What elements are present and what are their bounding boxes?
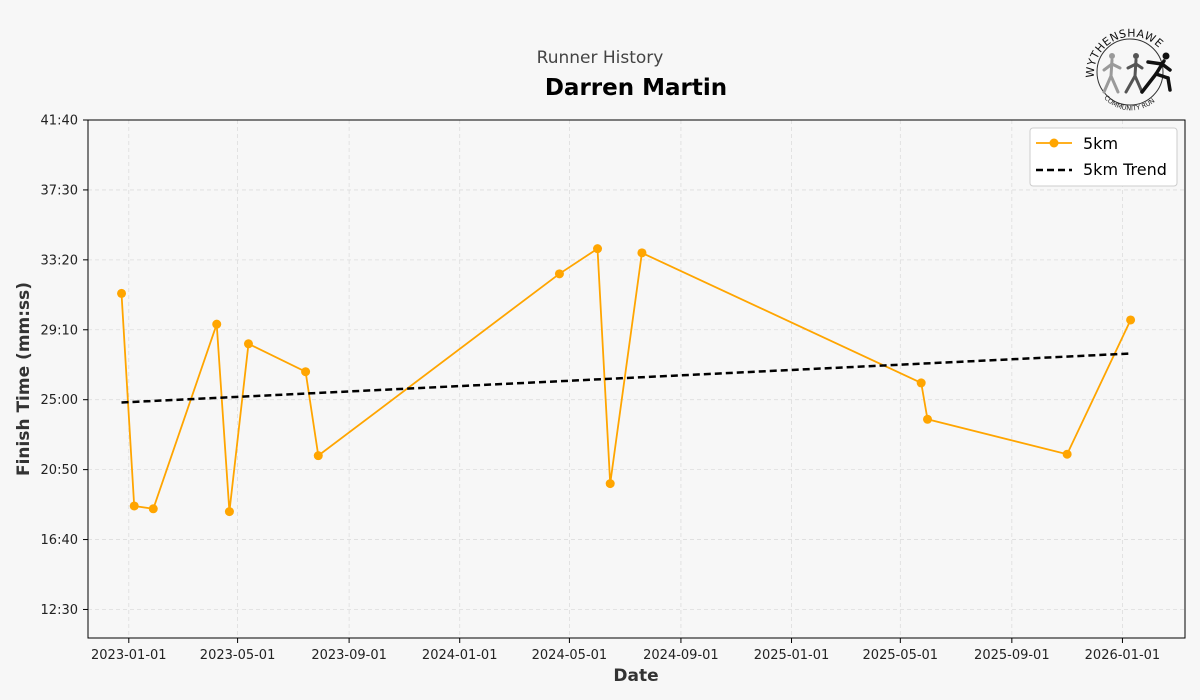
- y-tick-label: 41:40: [41, 114, 78, 129]
- chart-title: Darren Martin: [545, 75, 727, 101]
- data-point-5km: [916, 378, 926, 388]
- chart-subtitle: Runner History: [537, 48, 664, 68]
- x-tick-label: 2025-05-01: [863, 648, 939, 663]
- data-point-5km: [148, 504, 158, 514]
- plot-area: [87, 119, 1186, 639]
- data-point-5km: [554, 269, 564, 279]
- y-tick-label: 37:30: [41, 183, 78, 198]
- x-tick-label: 2025-01-01: [754, 648, 830, 663]
- x-axis-label: Date: [613, 666, 658, 686]
- data-point-5km: [1062, 449, 1072, 459]
- data-point-5km: [923, 414, 933, 424]
- y-axis-label: Finish Time (mm:ss): [14, 282, 34, 476]
- legend: 5km 5km Trend: [1029, 127, 1178, 187]
- data-point-5km: [224, 507, 234, 517]
- series-line-5km: [120, 247, 1132, 512]
- series-line-5km-trend: [121, 352, 1131, 404]
- y-tick-label: 16:40: [41, 533, 78, 548]
- y-axis-ticks: 12:30 16:40 20:50 25:00 29:10 33:20 37:30 41:40: [41, 114, 88, 618]
- data-point-5km: [301, 367, 311, 377]
- data-point-5km: [637, 248, 647, 258]
- x-tick-label: 2024-05-01: [532, 648, 608, 663]
- data-point-5km: [117, 288, 127, 298]
- data-point-5km: [212, 319, 222, 329]
- data-point-5km: [313, 451, 323, 461]
- x-tick-label: 2023-09-01: [311, 648, 387, 663]
- x-tick-label: 2024-09-01: [643, 648, 719, 663]
- y-tick-label: 29:10: [41, 323, 78, 338]
- x-tick-label: 2026-01-01: [1085, 648, 1161, 663]
- legend-marker-5km: [1049, 138, 1059, 148]
- x-axis-ticks: 2023-01-01 2023-05-01 2023-09-01 2024-01-01…: [91, 638, 1160, 663]
- x-tick-label: 2025-09-01: [974, 648, 1050, 663]
- y-tick-label: 33:20: [41, 253, 78, 268]
- data-point-5km: [1126, 315, 1136, 325]
- y-tick-label: 20:50: [41, 463, 78, 478]
- gridlines: [88, 119, 1185, 638]
- data-point-5km: [593, 244, 603, 254]
- series-layer: [117, 244, 1136, 517]
- data-point-5km: [243, 339, 253, 349]
- data-point-5km: [129, 501, 139, 511]
- x-tick-label: 2023-01-01: [91, 648, 167, 663]
- logo-top-text: WYTHENSHAWE: [1084, 27, 1166, 79]
- logo-bottom-text: COMMUNITY RUN: [1102, 94, 1156, 113]
- x-tick-label: 2024-01-01: [422, 648, 498, 663]
- data-point-5km: [605, 479, 615, 489]
- y-tick-label: 25:00: [41, 393, 78, 408]
- runners-logo-icon: WYTHENSHAWE COMMUNITY RUN: [1084, 27, 1172, 113]
- y-tick-label: 12:30: [41, 603, 78, 618]
- legend-label-5km: 5km: [1083, 134, 1118, 153]
- x-tick-label: 2023-05-01: [200, 648, 276, 663]
- legend-label-5km-trend: 5km Trend: [1083, 160, 1167, 179]
